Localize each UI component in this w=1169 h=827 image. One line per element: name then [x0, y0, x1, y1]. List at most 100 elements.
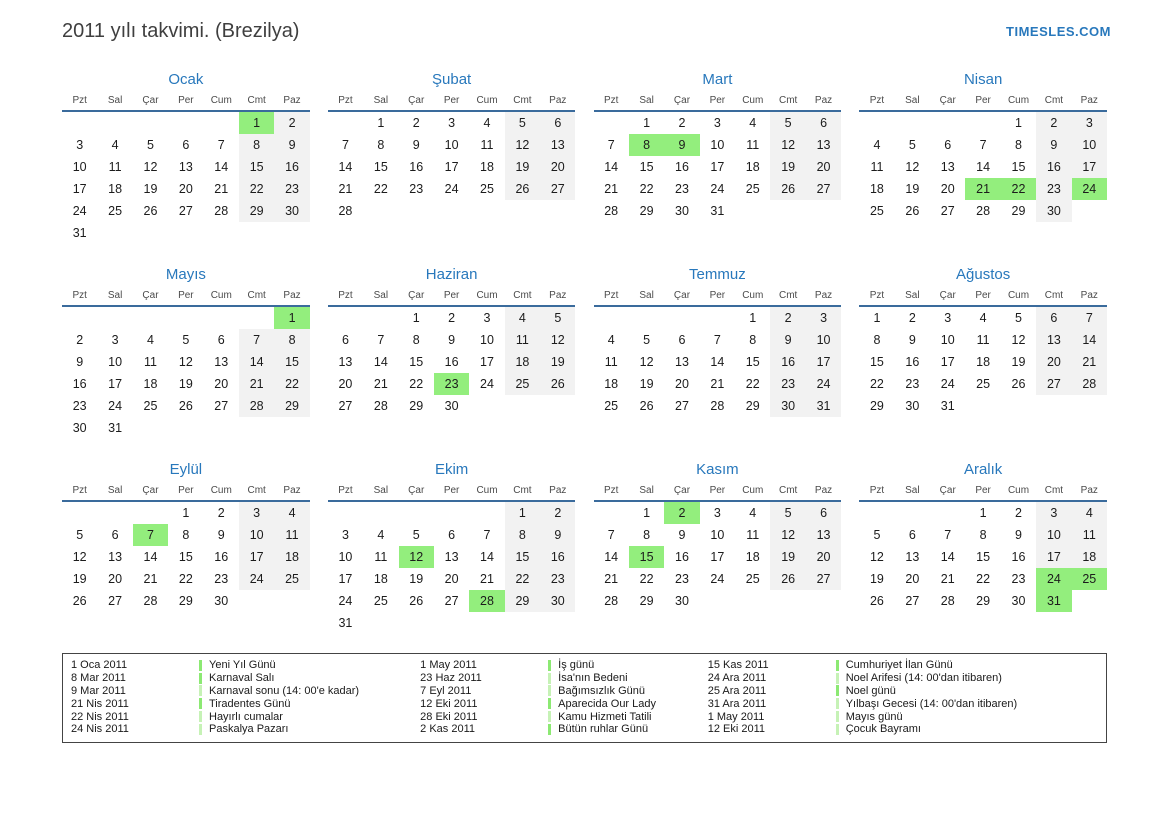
day-cell: 24 — [238, 568, 275, 590]
day-cell: 13 — [214, 355, 229, 369]
legend-holiday-name: Cumhuriyet İlan Günü — [845, 659, 953, 672]
day-cell: 14 — [976, 160, 991, 174]
holiday-legend: 1 Oca 2011 Yeni Yıl Günü 8 Mar 2011 Karnava… — [62, 653, 1107, 743]
legend-date: 1 May 2011 — [420, 659, 477, 672]
day-cell: 10 — [710, 138, 725, 152]
day-cell: 31 — [338, 616, 353, 630]
day-cell: 1 — [274, 307, 310, 329]
day-cell — [505, 612, 540, 634]
day-cell: 14 — [214, 160, 229, 174]
legend-row: 1 May 2011 Mayıs günü — [708, 710, 1098, 723]
day-cell — [434, 612, 469, 634]
day-cell: 15 — [178, 550, 193, 564]
day-cell: 30 — [214, 594, 229, 608]
weekday-label: Çar — [398, 95, 434, 112]
day-cell: 24 — [1071, 178, 1107, 200]
day-cell: 16 — [444, 355, 459, 369]
day-cell: 11 — [976, 333, 990, 347]
day-cell — [204, 612, 239, 634]
day-cell: 6 — [1036, 307, 1072, 329]
day-cell — [1072, 395, 1107, 417]
day-cell — [133, 222, 168, 244]
day-cell — [895, 612, 930, 634]
day-cell — [328, 417, 363, 439]
day-cell — [204, 417, 239, 439]
day-cell: 17 — [1036, 546, 1072, 568]
day-cell: 13 — [444, 550, 459, 564]
day-cell — [399, 417, 434, 439]
month-title-temmuz: Temmuz — [689, 266, 746, 283]
legend-holiday-name: Kamu Hizmeti Tatili — [558, 710, 652, 723]
month-mayis: Mayıs Pzt Sal Çar Per Cum Cmt Paz 1 2 3 4 5 6 7 8 9 10 11 1… — [62, 266, 310, 461]
day-cell: 21 — [338, 182, 353, 196]
day-cell: 24 — [108, 399, 123, 413]
day-cell — [1036, 612, 1071, 634]
day-cell — [505, 200, 540, 222]
day-cell: 13 — [675, 355, 689, 369]
day-cell — [469, 612, 504, 634]
day-cell: 20 — [905, 572, 920, 586]
day-cell: 23 — [433, 373, 470, 395]
legend-row: 31 Ara 2011 Yılbaşı Gecesi (14: 00'dan it… — [708, 697, 1098, 710]
day-cell: 1 — [979, 506, 987, 520]
day-cell: 7 — [979, 138, 987, 152]
day-cell — [274, 612, 309, 634]
weekday-label: Cmt — [504, 290, 541, 307]
day-cell — [399, 222, 434, 244]
day-cell: 30 — [675, 594, 689, 608]
day-cell: 15 — [745, 355, 760, 369]
weekday-label: Cmt — [770, 95, 806, 112]
day-cell: 11 — [1071, 524, 1107, 546]
day-cell — [328, 502, 363, 524]
day-cell — [806, 590, 841, 612]
legend-row: 25 Ara 2011 Noel günü — [708, 685, 1098, 698]
site-link[interactable]: TIMESLES.COM — [1006, 24, 1111, 39]
day-cell: 13 — [805, 134, 842, 156]
day-cell: 6 — [540, 112, 576, 134]
legend-holiday-name: Bütün ruhlar Günü — [558, 723, 649, 736]
day-cell: 27 — [805, 178, 842, 200]
day-cell: 18 — [869, 182, 884, 196]
weekday-label: Cum — [735, 290, 771, 307]
day-cell: 12 — [504, 134, 541, 156]
month-title-aralik: Aralık — [963, 461, 1003, 478]
day-cell — [97, 222, 132, 244]
day-cell: 7 — [132, 524, 169, 546]
day-cell — [97, 307, 132, 329]
day-cell — [594, 612, 629, 634]
day-cell: 1 — [238, 112, 275, 134]
legend-color-bar — [199, 698, 202, 710]
month-grid-ekim: Pzt Sal Çar Per Cum Cmt Paz 1 2 3 4 5 6 7 8 9 10 11 12 13 14… — [327, 485, 576, 634]
day-cell: 1 — [182, 506, 190, 520]
day-cell: 15 — [639, 160, 654, 174]
day-cell: 29 — [976, 594, 991, 608]
legend-date: 31 Ara 2011 — [707, 697, 767, 710]
day-cell: 3 — [448, 116, 456, 130]
day-cell: 16 — [675, 160, 689, 174]
day-cell: 17 — [338, 572, 353, 586]
legend-holiday-name: Hayırlı cumalar — [209, 710, 283, 723]
day-cell: 7 — [713, 333, 721, 347]
day-cell: 24 — [940, 377, 955, 391]
day-cell: 3 — [483, 311, 491, 325]
page-title: 2011 yılı takvimi. (Brezilya) — [62, 20, 300, 42]
day-cell — [540, 200, 575, 222]
legend-column-2: 1 May 2011 İş günü 23 Haz 2011 İsa'nın Bede… — [420, 659, 708, 736]
day-cell: 28 — [1071, 373, 1107, 395]
day-cell: 13 — [540, 134, 576, 156]
day-cell: 3 — [1036, 502, 1072, 524]
legend-row: 24 Nis 2011 Paskalya Pazarı — [71, 723, 420, 736]
month-ocak: Ocak Pzt Sal Çar Per Cum Cmt Paz 1 2 3 4 5 6 7 8 9 10 11 12… — [62, 71, 310, 266]
day-cell: 14 — [373, 355, 388, 369]
day-cell — [770, 590, 805, 612]
legend-row: 1 Oca 2011 Yeni Yıl Günü — [71, 659, 420, 672]
day-cell: 29 — [745, 399, 760, 413]
day-cell — [62, 612, 97, 634]
day-cell: 30 — [770, 395, 806, 417]
day-cell: 27 — [178, 204, 193, 218]
weekday-label: Çar — [930, 95, 966, 112]
day-cell: 15 — [504, 546, 541, 568]
day-cell: 27 — [905, 594, 920, 608]
day-cell: 1 — [643, 116, 651, 130]
